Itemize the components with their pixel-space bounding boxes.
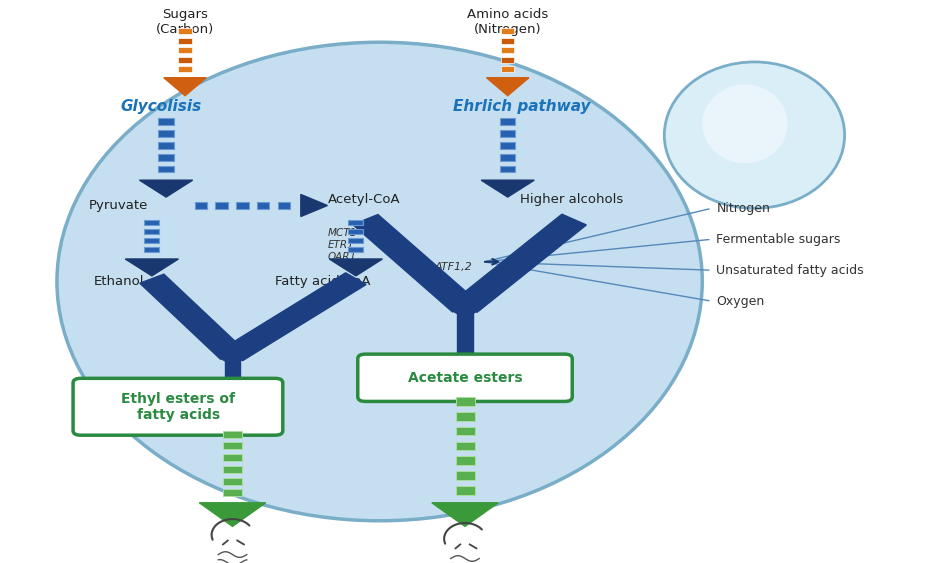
Text: MCT1
ETR1
OAR1: MCT1 ETR1 OAR1 — [327, 229, 357, 261]
FancyBboxPatch shape — [73, 378, 283, 435]
Ellipse shape — [57, 42, 702, 521]
Bar — [223, 477, 242, 485]
FancyBboxPatch shape — [358, 354, 572, 401]
FancyArrow shape — [140, 180, 193, 197]
Text: Oxygen: Oxygen — [716, 294, 765, 308]
Bar — [158, 166, 174, 172]
Text: Unsaturated fatty acids: Unsaturated fatty acids — [716, 263, 865, 277]
FancyArrow shape — [487, 78, 529, 96]
Bar — [236, 202, 249, 209]
Text: Ethyl esters of
fatty acids: Ethyl esters of fatty acids — [121, 392, 235, 422]
Bar — [144, 220, 159, 225]
Bar — [223, 443, 242, 449]
Bar — [500, 154, 515, 160]
Bar — [178, 66, 192, 73]
Text: Higher alcohols: Higher alcohols — [520, 193, 623, 207]
Bar — [456, 412, 474, 421]
Bar — [501, 66, 514, 73]
FancyArrow shape — [417, 356, 513, 377]
Bar — [257, 202, 270, 209]
Bar — [500, 118, 515, 125]
Circle shape — [452, 299, 478, 315]
Bar — [144, 247, 159, 252]
Bar — [500, 130, 515, 137]
FancyArrow shape — [481, 180, 534, 197]
Bar — [348, 220, 363, 225]
Bar — [178, 28, 192, 34]
Bar — [456, 457, 474, 465]
Polygon shape — [453, 214, 586, 312]
Text: ATF1,2: ATF1,2 — [435, 262, 473, 272]
Bar — [223, 431, 242, 437]
Bar — [456, 471, 474, 480]
Text: Acetyl-CoA: Acetyl-CoA — [327, 193, 400, 207]
FancyArrow shape — [301, 194, 327, 217]
Bar — [158, 142, 174, 149]
Bar — [215, 202, 228, 209]
Bar — [278, 202, 290, 209]
Text: Acetate esters: Acetate esters — [408, 371, 522, 385]
Bar — [223, 466, 242, 473]
Bar — [457, 307, 473, 358]
Ellipse shape — [702, 84, 788, 163]
Bar — [456, 427, 474, 435]
Text: Sugars
(Carbon): Sugars (Carbon) — [156, 8, 214, 37]
Bar — [178, 38, 192, 44]
Polygon shape — [140, 274, 245, 359]
Text: Amino acids
(Nitrogen): Amino acids (Nitrogen) — [467, 8, 549, 37]
Text: Ethanol: Ethanol — [93, 275, 144, 288]
Bar — [456, 441, 474, 450]
Bar — [348, 229, 363, 234]
Bar — [456, 486, 474, 495]
FancyArrow shape — [432, 503, 498, 526]
FancyArrow shape — [125, 259, 178, 276]
Bar — [178, 47, 192, 53]
Polygon shape — [353, 215, 477, 312]
Bar — [501, 57, 514, 63]
Bar — [348, 247, 363, 252]
Bar — [144, 238, 159, 243]
FancyArrow shape — [199, 503, 266, 526]
Text: Fatty acid CoA: Fatty acid CoA — [275, 275, 371, 288]
Text: Glycolisis: Glycolisis — [121, 100, 202, 114]
Polygon shape — [222, 273, 366, 360]
Bar — [501, 47, 514, 53]
Bar — [178, 57, 192, 63]
Text: Ehrlich pathway: Ehrlich pathway — [454, 100, 590, 114]
Bar — [225, 355, 239, 400]
FancyArrow shape — [164, 78, 206, 96]
FancyArrow shape — [329, 259, 382, 276]
Text: Fermentable sugars: Fermentable sugars — [716, 233, 841, 246]
Circle shape — [219, 347, 245, 363]
Bar — [158, 154, 174, 160]
Bar — [500, 166, 515, 172]
Text: Pyruvate: Pyruvate — [89, 199, 148, 212]
Bar — [501, 28, 514, 34]
Bar — [195, 202, 207, 209]
Bar — [158, 130, 174, 137]
Ellipse shape — [664, 62, 845, 208]
FancyArrow shape — [187, 398, 278, 419]
Bar — [501, 38, 514, 44]
Bar — [223, 489, 242, 496]
Bar — [144, 229, 159, 234]
Text: Nitrogen: Nitrogen — [716, 202, 771, 215]
Bar — [456, 397, 474, 406]
Bar — [223, 454, 242, 461]
Bar — [500, 142, 515, 149]
Bar — [158, 118, 174, 125]
Bar — [348, 238, 363, 243]
